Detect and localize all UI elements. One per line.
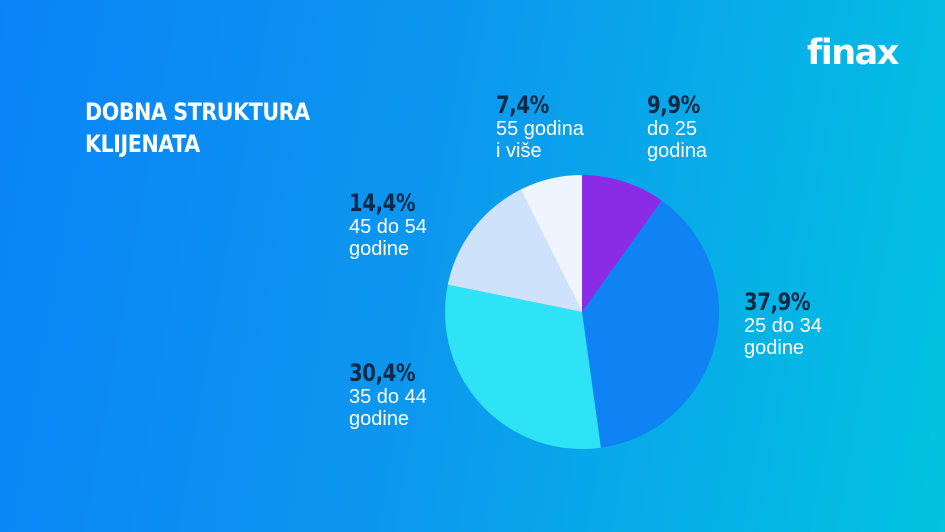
slice-label-45-54: 14,4% 45 do 54 godine <box>349 189 479 261</box>
slice-category: 45 do 54 godine <box>349 216 427 260</box>
slice-category: 35 do 44 godine <box>349 386 427 430</box>
slice-percent: 9,9% <box>647 91 700 119</box>
slice-label-under-25: 9,9% do 25 godina <box>647 91 777 163</box>
slice-label-55-plus: 7,4% 55 godina i više <box>496 91 626 163</box>
slice-45-54 <box>447 189 582 312</box>
finax-logo: finax <box>807 33 899 73</box>
slice-under-25 <box>582 175 662 312</box>
slice-percent: 37,9% <box>744 288 811 316</box>
slice-label-25-34: 37,9% 25 do 34 godine <box>744 288 874 360</box>
slice-category: 25 do 34 godine <box>744 315 822 359</box>
slice-percent: 14,4% <box>349 189 416 217</box>
slice-35-44 <box>445 284 601 449</box>
slice-category: do 25 godina <box>647 118 708 162</box>
chart-title: DOBNA STRUKTURA KLIJENATA <box>85 98 310 158</box>
slice-percent: 7,4% <box>496 91 549 119</box>
slice-percent: 30,4% <box>349 359 416 387</box>
slice-label-35-44: 30,4% 35 do 44 godine <box>349 359 479 431</box>
slice-category: 55 godina i više <box>496 118 584 162</box>
slice-25-34 <box>582 200 719 448</box>
slice-55-plus <box>520 175 582 312</box>
